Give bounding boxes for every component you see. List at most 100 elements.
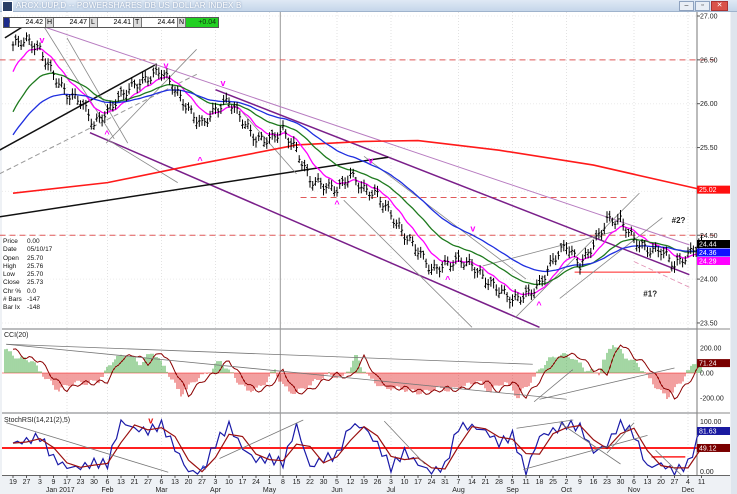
price-bar	[670, 261, 674, 272]
price-bar	[527, 284, 530, 297]
ma200-line	[12, 139, 702, 194]
price-tick-label: 27.00	[700, 14, 718, 21]
data-window-label: Open	[3, 254, 19, 262]
price-bar	[405, 235, 409, 245]
price-bar	[495, 284, 498, 296]
data-window-label: Low	[3, 271, 15, 279]
trendline	[66, 37, 129, 144]
minimize-button[interactable]: –	[679, 1, 694, 11]
title-bar: ARCX:UUP,D -- POWERSHARES DB US DOLLAR I…	[0, 0, 737, 12]
trendline	[105, 138, 178, 183]
quote-h-label: H	[46, 18, 54, 27]
price-bar	[106, 104, 109, 115]
chart-annotation: ^	[334, 199, 340, 209]
short-ma-value-label-box	[697, 257, 730, 265]
stochrsi-annotation: ^	[201, 464, 207, 474]
price-bar	[549, 255, 552, 267]
price-bar	[227, 97, 231, 108]
price-bar	[489, 276, 493, 287]
price-bar	[454, 252, 458, 265]
price-bar	[289, 138, 293, 150]
cci-title: CCI(20)	[4, 332, 29, 339]
price-bar	[468, 253, 471, 266]
price-bar	[316, 173, 320, 183]
price-bar	[535, 279, 539, 290]
price-bar	[554, 255, 557, 266]
date-tick-label: 15	[293, 479, 301, 486]
price-bar	[76, 95, 80, 105]
month-label: Apr	[210, 487, 222, 494]
date-tick-label: 13	[644, 479, 652, 486]
price-bar	[438, 266, 441, 278]
price-bar	[681, 258, 684, 268]
price-bar	[349, 167, 352, 179]
price-bar	[297, 155, 301, 164]
price-bar	[252, 133, 255, 146]
trendline	[363, 156, 527, 280]
price-bar	[63, 83, 66, 95]
close-button[interactable]: ✕	[711, 1, 728, 11]
price-bar	[551, 252, 555, 265]
price-bar	[33, 43, 36, 56]
date-tick-label: 5	[335, 479, 339, 486]
price-bar	[584, 247, 587, 259]
restore-button[interactable]: ▫	[695, 1, 710, 11]
price-bar	[333, 186, 336, 197]
date-tick-label: 2	[565, 479, 569, 486]
month-label: Feb	[101, 487, 113, 494]
price-bar	[511, 294, 514, 307]
stochrsi-fast-line	[12, 418, 703, 477]
price-bar	[530, 289, 533, 300]
month-label: Jan 2017	[46, 487, 75, 494]
quote-l-label: L	[90, 18, 98, 27]
price-bar	[279, 125, 282, 136]
chart-annotation: v	[221, 78, 226, 88]
price-bar	[160, 70, 163, 81]
chart-annotation: v	[470, 224, 475, 234]
price-bar	[100, 114, 104, 127]
app-icon	[2, 1, 13, 12]
price-bar	[673, 261, 676, 273]
right-scrollbar[interactable]	[731, 12, 737, 494]
price-bar	[300, 160, 304, 171]
date-tick-label: 4	[686, 479, 690, 486]
price-bar	[14, 34, 17, 46]
price-bar	[11, 41, 15, 52]
date-tick-label: 27	[198, 479, 206, 486]
last-price-label-box	[697, 240, 730, 248]
trendline	[29, 21, 690, 246]
price-bar	[640, 238, 644, 249]
price-bar	[19, 39, 23, 50]
price-bar	[327, 178, 331, 189]
price-bar	[524, 285, 528, 298]
price-bar	[581, 254, 584, 267]
quote-d-label: D	[4, 18, 11, 27]
data-window: Price 0.00 Date 05/10/17 Open 25.70 High 25.76 L…	[3, 238, 53, 313]
price-tick-label: 23.50	[700, 320, 718, 327]
price-bar	[422, 250, 425, 260]
stochrsi-trendline	[606, 422, 635, 454]
date-tick-label: 10	[401, 479, 409, 486]
price-bar	[54, 78, 58, 88]
date-tick-label: 17	[414, 479, 422, 486]
date-tick-label: 6	[160, 479, 164, 486]
price-bar	[173, 86, 177, 97]
price-bar	[465, 257, 468, 267]
date-tick-label: 13	[117, 479, 125, 486]
price-bar	[292, 136, 296, 148]
stochrsi-tick-label: 0.00	[700, 469, 714, 476]
trendline	[89, 131, 540, 329]
chart-annotation: #2?	[672, 216, 686, 225]
data-window-value: 05/10/17	[27, 246, 53, 254]
price-bar	[184, 103, 188, 114]
short-ma-value-label: 24.29	[699, 259, 717, 266]
data-window-row: Bar Ix -148	[3, 304, 52, 312]
trendline	[0, 156, 389, 218]
price-bar	[643, 240, 647, 251]
price-bar	[246, 118, 250, 130]
price-bar	[616, 213, 620, 225]
price-bar	[111, 101, 115, 112]
price-bar	[592, 239, 595, 250]
price-bar	[486, 279, 490, 291]
